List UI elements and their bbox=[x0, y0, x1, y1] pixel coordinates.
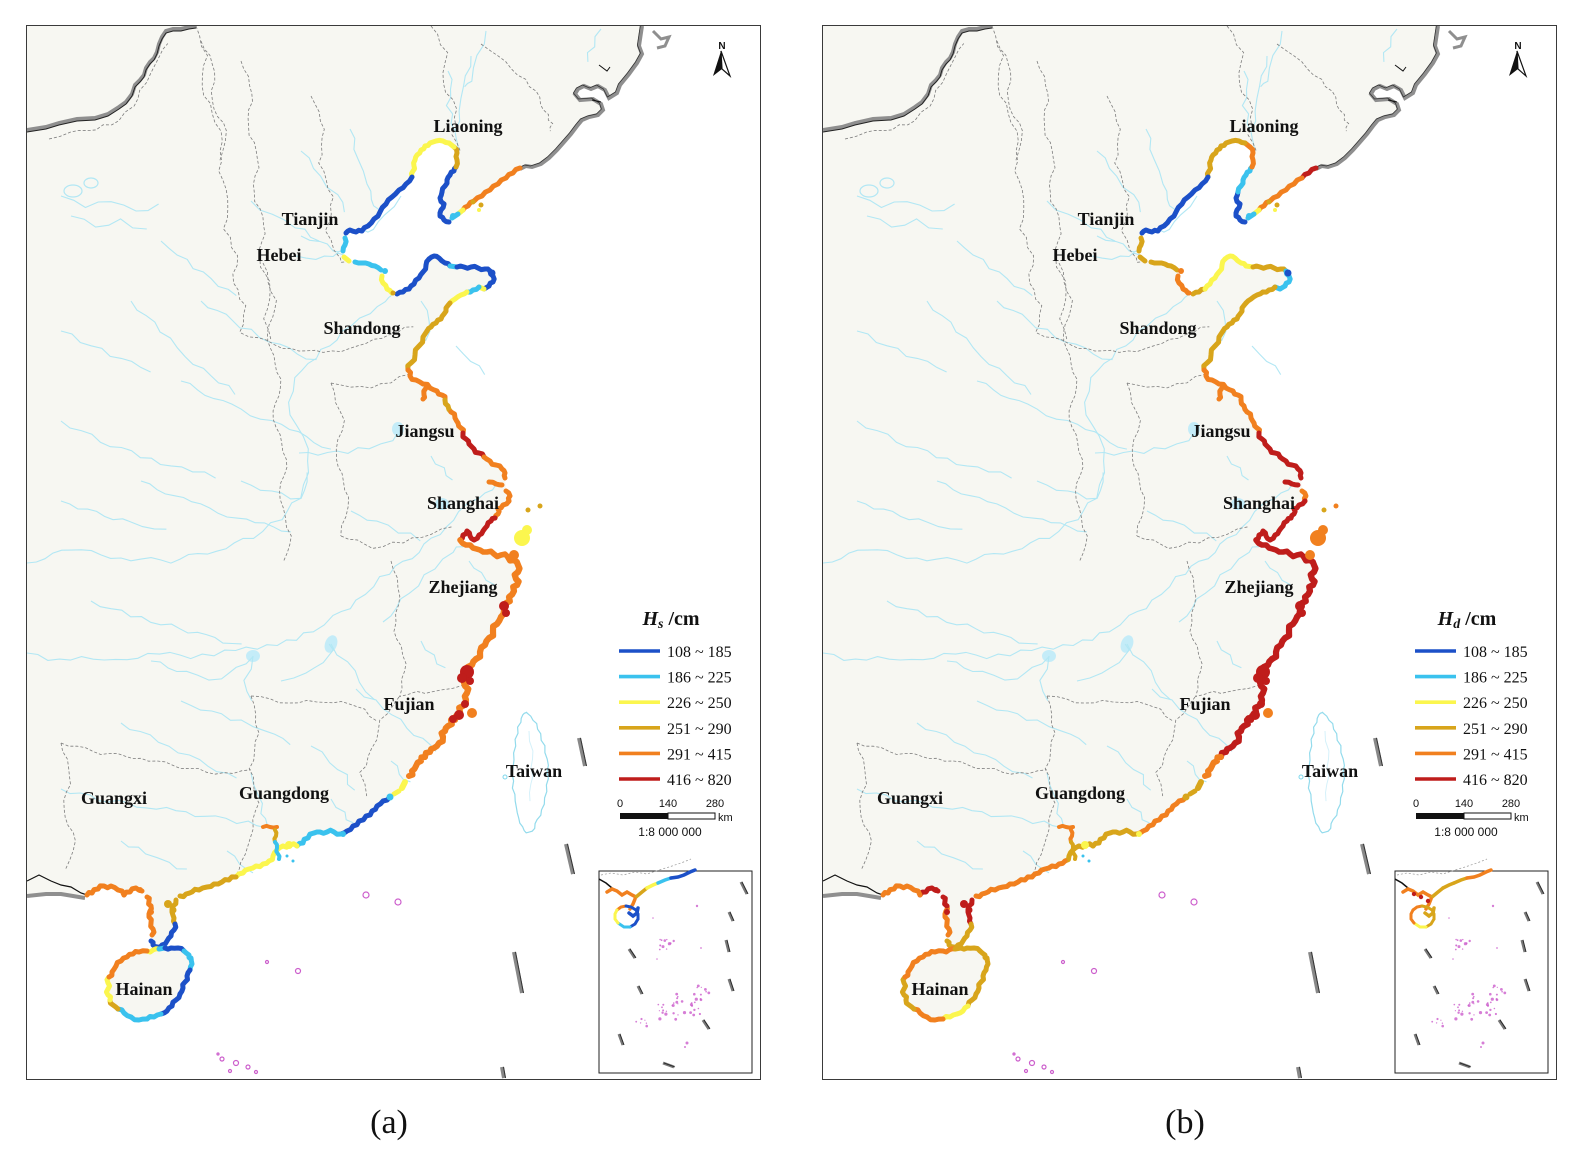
svg-text:Hainan: Hainan bbox=[115, 979, 172, 999]
svg-text:Tianjin: Tianjin bbox=[282, 209, 339, 229]
svg-text:Liaoning: Liaoning bbox=[433, 116, 502, 136]
svg-text:Hebei: Hebei bbox=[1053, 245, 1098, 265]
svg-text:Zhejiang: Zhejiang bbox=[428, 577, 497, 597]
svg-text:Hd /cm: Hd /cm bbox=[1437, 608, 1497, 632]
svg-text:140: 140 bbox=[659, 798, 677, 810]
svg-text:280: 280 bbox=[706, 798, 724, 810]
svg-text:Fujian: Fujian bbox=[1179, 694, 1230, 714]
svg-text:Guangdong: Guangdong bbox=[1035, 783, 1125, 803]
svg-text:Guangxi: Guangxi bbox=[81, 788, 147, 808]
svg-text:186 ~ 225: 186 ~ 225 bbox=[667, 670, 732, 687]
svg-text:Fujian: Fujian bbox=[383, 694, 434, 714]
svg-text:0: 0 bbox=[1413, 798, 1419, 810]
svg-text:Taiwan: Taiwan bbox=[1302, 761, 1358, 781]
svg-text:Guangxi: Guangxi bbox=[877, 788, 943, 808]
svg-text:Shanghai: Shanghai bbox=[1223, 493, 1295, 513]
svg-text:Guangdong: Guangdong bbox=[239, 783, 329, 803]
svg-text:226 ~ 250: 226 ~ 250 bbox=[1463, 695, 1528, 712]
svg-text:280: 280 bbox=[1502, 798, 1520, 810]
svg-text:416 ~ 820: 416 ~ 820 bbox=[1463, 772, 1528, 789]
svg-text:Tianjin: Tianjin bbox=[1078, 209, 1135, 229]
svg-text:Jiangsu: Jiangsu bbox=[1191, 421, 1250, 441]
svg-text:Jiangsu: Jiangsu bbox=[395, 421, 454, 441]
svg-text:0: 0 bbox=[617, 798, 623, 810]
svg-text:km: km bbox=[1514, 812, 1529, 824]
svg-text:Shanghai: Shanghai bbox=[427, 493, 499, 513]
svg-text:1:8 000 000: 1:8 000 000 bbox=[1434, 825, 1498, 839]
svg-text:291 ~ 415: 291 ~ 415 bbox=[667, 746, 732, 763]
svg-text:km: km bbox=[718, 812, 733, 824]
svg-text:Zhejiang: Zhejiang bbox=[1224, 577, 1293, 597]
svg-text:Hs /cm: Hs /cm bbox=[641, 608, 699, 632]
svg-text:291 ~ 415: 291 ~ 415 bbox=[1463, 746, 1528, 763]
svg-text:Hebei: Hebei bbox=[257, 245, 302, 265]
svg-text:N: N bbox=[718, 41, 725, 52]
svg-text:108 ~ 185: 108 ~ 185 bbox=[667, 644, 732, 661]
svg-text:Shandong: Shandong bbox=[1119, 318, 1196, 338]
svg-text:226 ~ 250: 226 ~ 250 bbox=[667, 695, 732, 712]
svg-text:1:8 000 000: 1:8 000 000 bbox=[638, 825, 702, 839]
svg-text:186 ~ 225: 186 ~ 225 bbox=[1463, 670, 1528, 687]
svg-text:N: N bbox=[1514, 41, 1521, 52]
svg-text:140: 140 bbox=[1455, 798, 1473, 810]
svg-text:Liaoning: Liaoning bbox=[1229, 116, 1298, 136]
svg-text:416 ~ 820: 416 ~ 820 bbox=[667, 772, 732, 789]
svg-text:Shandong: Shandong bbox=[323, 318, 400, 338]
svg-text:108 ~ 185: 108 ~ 185 bbox=[1463, 644, 1528, 661]
svg-text:251 ~ 290: 251 ~ 290 bbox=[1463, 721, 1528, 738]
svg-text:251 ~ 290: 251 ~ 290 bbox=[667, 721, 732, 738]
svg-text:Hainan: Hainan bbox=[911, 979, 968, 999]
svg-text:Taiwan: Taiwan bbox=[506, 761, 562, 781]
